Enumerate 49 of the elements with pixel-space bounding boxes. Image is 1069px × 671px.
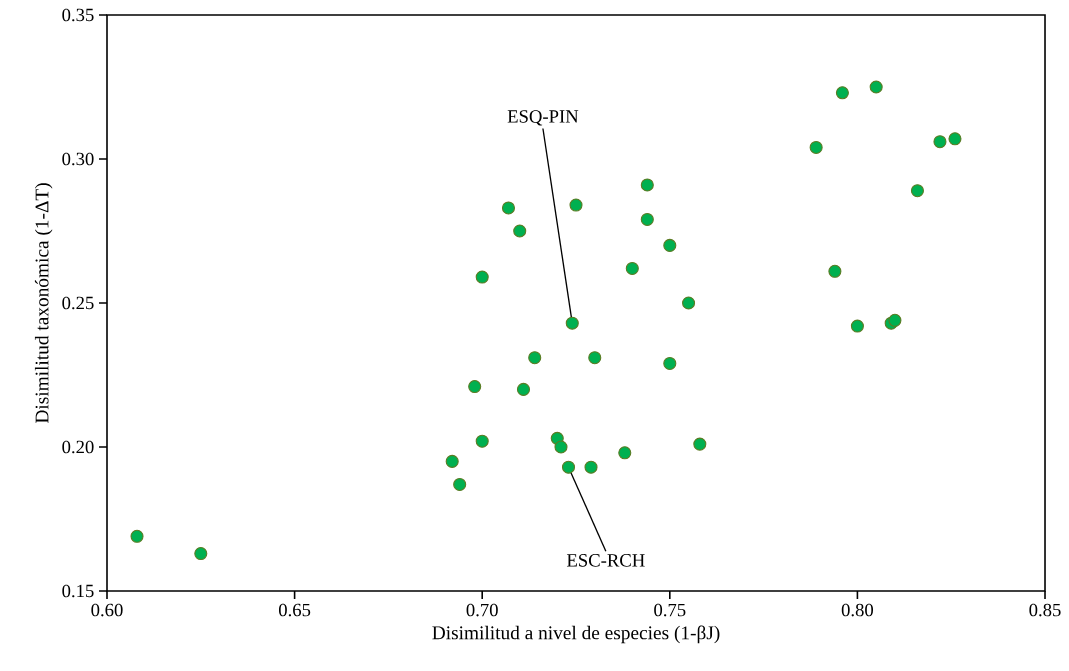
point bbox=[809, 140, 823, 155]
point bbox=[835, 86, 849, 100]
point bbox=[640, 178, 654, 192]
point bbox=[130, 529, 144, 543]
point bbox=[561, 460, 576, 474]
point bbox=[501, 201, 516, 215]
y-tick-label: 0.15 bbox=[62, 584, 94, 598]
point bbox=[693, 437, 707, 451]
point bbox=[625, 261, 639, 275]
y-axis-title: Disimilitud taxonómica (1-ΔT) bbox=[34, 183, 53, 424]
y-tick-label: 0.35 bbox=[62, 8, 94, 22]
point bbox=[528, 351, 542, 365]
point bbox=[869, 80, 883, 94]
point bbox=[888, 313, 902, 327]
point bbox=[682, 296, 696, 310]
x-tick-label: 0.75 bbox=[654, 603, 686, 617]
point bbox=[445, 454, 459, 468]
point bbox=[194, 547, 208, 561]
x-tick-label: 0.80 bbox=[841, 603, 874, 617]
point bbox=[453, 477, 467, 491]
point bbox=[663, 356, 677, 371]
point bbox=[475, 270, 489, 284]
annotation: ESC-RCH bbox=[566, 554, 645, 567]
point bbox=[910, 184, 924, 198]
point bbox=[468, 379, 482, 394]
x-tick-label: 0.85 bbox=[1029, 603, 1061, 617]
point bbox=[588, 351, 602, 365]
annotation: ESQ-PIN bbox=[507, 110, 579, 126]
point bbox=[516, 382, 531, 396]
point bbox=[565, 316, 579, 330]
x-axis-title: Disimilitud a nivel de especies (1-βJ) bbox=[432, 625, 720, 644]
point bbox=[933, 135, 947, 149]
point bbox=[475, 434, 489, 448]
point bbox=[569, 198, 583, 212]
point bbox=[850, 319, 864, 333]
point bbox=[554, 440, 568, 454]
point bbox=[640, 212, 654, 227]
point bbox=[513, 224, 527, 238]
y-tick-label: 0.20 bbox=[62, 440, 94, 454]
x-tick-label: 0.60 bbox=[91, 603, 123, 617]
y-tick-label: 0.25 bbox=[62, 296, 94, 310]
x-tick-label: 0.70 bbox=[466, 603, 498, 617]
x-tick-label: 0.65 bbox=[278, 603, 311, 617]
point bbox=[618, 446, 632, 460]
y-tick-label: 0.30 bbox=[62, 152, 94, 166]
point bbox=[828, 264, 842, 278]
point bbox=[663, 238, 677, 252]
point bbox=[948, 132, 962, 146]
point bbox=[584, 460, 598, 474]
